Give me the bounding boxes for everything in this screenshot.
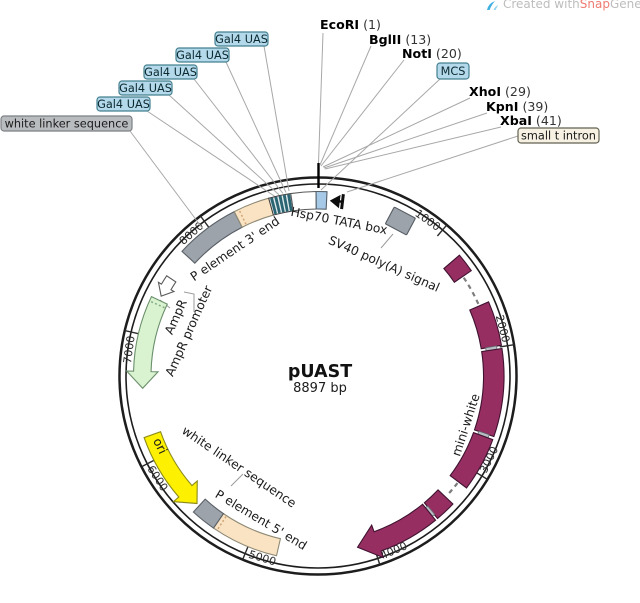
gal4-uas-stripe-2 (274, 196, 281, 214)
badge-box-gal4-uas-3 (143, 64, 198, 80)
sv40-polya-box (385, 206, 416, 236)
label-hsp70-tata-box[interactable]: Hsp70 TATA box (289, 205, 388, 237)
badge-line-mcs (320, 78, 441, 191)
badge-box-gal4-uas-1 (214, 31, 269, 47)
badge-text-white-linker-badge: white linker sequence (5, 118, 129, 131)
tick-label-7000: 7000 (121, 335, 138, 365)
tick-8000 (199, 215, 210, 229)
feature-mini-white-intron-1 (462, 277, 480, 305)
badge-white-linker-badge[interactable]: white linker sequence (0, 115, 133, 132)
badge-gal4-uas-5[interactable]: Gal4 UAS (96, 96, 151, 112)
gal4-uas-stripe-1 (270, 197, 277, 215)
label-connector-lines (129, 32, 519, 487)
feature-mcs-segment[interactable] (315, 190, 328, 210)
tata-tail (337, 199, 342, 203)
tick-2000 (499, 344, 515, 348)
enzyme-label-bglii[interactable]: BglII (13) (369, 32, 431, 47)
badge-gal4-uas-3[interactable]: Gal4 UAS (143, 64, 198, 80)
tata-bar (340, 194, 345, 210)
enzyme-label-xbai[interactable]: XbaI (41) (500, 113, 562, 128)
restriction-site-labels: EcoRI (1)BglII (13)NotI (20) XhoI (29)Kpn… (320, 17, 562, 128)
watermark-text-prefix: Created with (503, 0, 580, 11)
badge-box-mcs (436, 62, 470, 80)
enzyme-line-xbai (324, 126, 502, 170)
enzyme-line-bglii (319, 45, 372, 166)
badge-box-gal4-uas-2 (175, 47, 230, 63)
badge-gal4-uas-4[interactable]: Gal4 UAS (118, 80, 173, 96)
enzyme-label-noti[interactable]: NotI (20) (402, 46, 462, 61)
feature-divider-dotted (150, 300, 165, 309)
badge-gal4-uas-1[interactable]: Gal4 UAS (214, 31, 269, 47)
plasmid-title-block: pUAST 8897 bp (288, 362, 352, 396)
badge-line-small-t-intron (346, 135, 519, 193)
label-sv40-polya-signal[interactable]: SV40 poly(A) signal (326, 233, 441, 295)
feature-mini-white-exon-2[interactable] (469, 301, 503, 350)
plasmid-name: pUAST (288, 362, 352, 382)
feature-ampr-arrow[interactable] (125, 295, 169, 390)
badge-text-gal4-uas-3: Gal4 UAS (144, 66, 197, 79)
badge-line-gal4-uas-5 (146, 110, 276, 197)
pointer-line-white-linker-sequence (230, 473, 244, 487)
badge-box-gal4-uas-5 (96, 96, 151, 112)
enzyme-line-xhoi (322, 97, 471, 168)
feature-divider-dotted (238, 209, 247, 225)
badge-box-gal4-uas-4 (118, 80, 173, 96)
badge-line-gal4-uas-4 (168, 94, 280, 196)
watermark-brand-snap: Snap (579, 0, 610, 11)
badge-line-gal4-uas-2 (225, 61, 287, 193)
badge-text-small-t-intron: small t intron (521, 130, 596, 143)
enzyme-label-kpni[interactable]: KpnI (39) (486, 99, 548, 114)
watermark-brand-gene: Gene (609, 0, 640, 11)
label-ori[interactable]: ori (150, 436, 170, 457)
feature-mini-white-intron-2 (445, 482, 459, 497)
enzyme-line-ecori (318, 32, 324, 164)
tick-6000 (141, 459, 155, 468)
snapgene-watermark: Created with Snap Gene (486, 0, 640, 12)
feature-mini-white-exon-1[interactable] (443, 254, 473, 284)
feature-sv40-polya-signal[interactable] (385, 206, 416, 236)
pointer-line-sv40-polya-signal (380, 233, 394, 249)
feature-hsp70-tata-box-marker[interactable] (329, 193, 345, 210)
feature-mini-white-exon-4[interactable] (449, 431, 494, 489)
badge-text-gal4-uas-2: Gal4 UAS (176, 49, 229, 62)
badge-line-gal4-uas-3 (193, 78, 284, 194)
enzyme-label-xhoi[interactable]: XhoI (29) (469, 84, 531, 99)
badge-small-t-intron[interactable]: small t intron (517, 127, 600, 144)
gal4-uas-stripe-5 (287, 194, 293, 211)
badge-mcs[interactable]: MCS (436, 62, 470, 80)
enzyme-line-noti (320, 59, 405, 167)
feature-ori-arrow[interactable] (143, 431, 198, 505)
badge-text-gal4-uas-1: Gal4 UAS (215, 33, 268, 46)
tick-1000 (436, 224, 448, 237)
badge-line-gal4-uas-1 (263, 45, 290, 192)
feature-white-linker-sequence-1[interactable] (192, 498, 225, 529)
feature-mini-white-exon-3[interactable] (473, 347, 505, 438)
feature-mini-white-arrow[interactable] (356, 503, 437, 559)
badge-text-mcs: MCS (441, 65, 466, 78)
plasmid-features (125, 190, 505, 559)
feature-ampr-promoter-arrow[interactable] (157, 275, 177, 297)
badge-gal4-uas-2[interactable]: Gal4 UAS (175, 47, 230, 63)
feature-mini-white-exon-5[interactable] (423, 489, 454, 520)
badge-box-white-linker-badge (0, 115, 133, 132)
tick-5000 (241, 545, 249, 560)
tick-7000 (124, 329, 140, 335)
feature-divider-dotted (216, 516, 227, 530)
badge-box-small-t-intron (517, 127, 600, 144)
plasmid-backbone-ring (118, 163, 518, 576)
enzyme-line-kpni (323, 112, 488, 169)
gal4-uas-stripe-3 (278, 195, 285, 213)
tata-arrowhead (329, 194, 341, 209)
enzyme-label-ecori[interactable]: EcoRI (1) (320, 17, 381, 32)
gal4-uas-stripe-4 (282, 194, 289, 212)
snapgene-logo-icon (487, 0, 499, 10)
badge-text-gal4-uas-5: Gal4 UAS (97, 98, 150, 111)
feature-badges: MCS small t intron Gal4 UAS Gal4 UAS Gal4 UA… (0, 31, 600, 144)
pointer-line-ampr-promoter (183, 291, 195, 312)
plasmid-size: 8897 bp (293, 381, 347, 396)
badge-line-white-linker-badge (129, 130, 204, 230)
badge-text-gal4-uas-4: Gal4 UAS (119, 82, 172, 95)
